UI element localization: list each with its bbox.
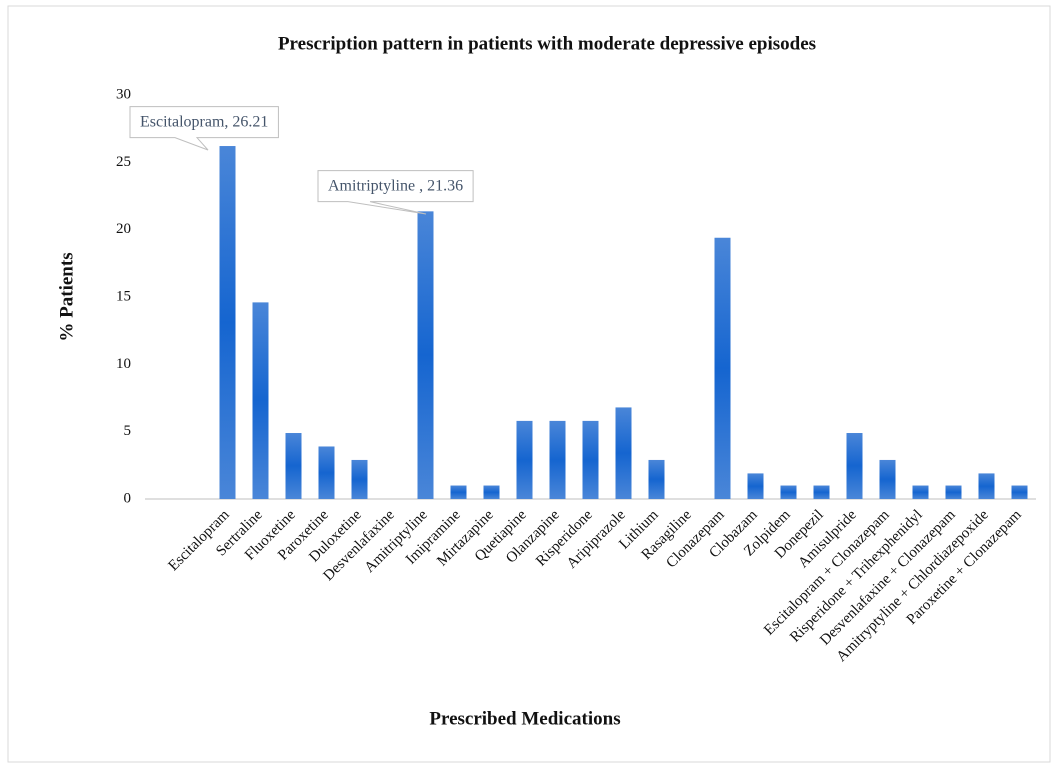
bar <box>714 237 731 499</box>
y-axis-label: % Patients <box>56 252 77 341</box>
y-tick-label: 0 <box>124 490 132 506</box>
bar <box>747 473 764 499</box>
y-tick-label: 30 <box>116 86 131 102</box>
bar <box>813 485 830 499</box>
bar <box>945 485 962 499</box>
bar <box>516 420 533 499</box>
y-tick-label: 10 <box>116 356 131 372</box>
bar <box>417 211 434 500</box>
annotation-box <box>317 170 474 215</box>
y-tick-label: 15 <box>116 288 131 304</box>
bar <box>978 473 995 499</box>
bar <box>912 485 929 499</box>
bar <box>879 459 896 499</box>
bar <box>648 459 665 499</box>
annotation: Amitriptyline , 21.36 <box>328 178 463 195</box>
x-axis-label: Prescribed Medications <box>429 708 620 729</box>
bar <box>780 485 797 499</box>
y-tick-label: 5 <box>124 423 132 439</box>
y-tick-label: 25 <box>116 154 131 170</box>
bar <box>285 433 302 499</box>
bar <box>351 459 368 499</box>
bar <box>252 302 269 499</box>
bar <box>483 485 500 499</box>
chart-title: Prescription pattern in patients with mo… <box>278 33 816 54</box>
bar <box>219 146 236 499</box>
bar <box>318 446 335 499</box>
annotation-box <box>129 106 279 151</box>
annotation: Escitalopram, 26.21 <box>140 114 268 131</box>
bar <box>615 407 632 499</box>
bar <box>1011 485 1028 499</box>
bar <box>846 433 863 499</box>
bar <box>549 420 566 499</box>
bar <box>450 485 467 499</box>
bar <box>582 420 599 499</box>
y-tick-label: 20 <box>116 221 131 237</box>
